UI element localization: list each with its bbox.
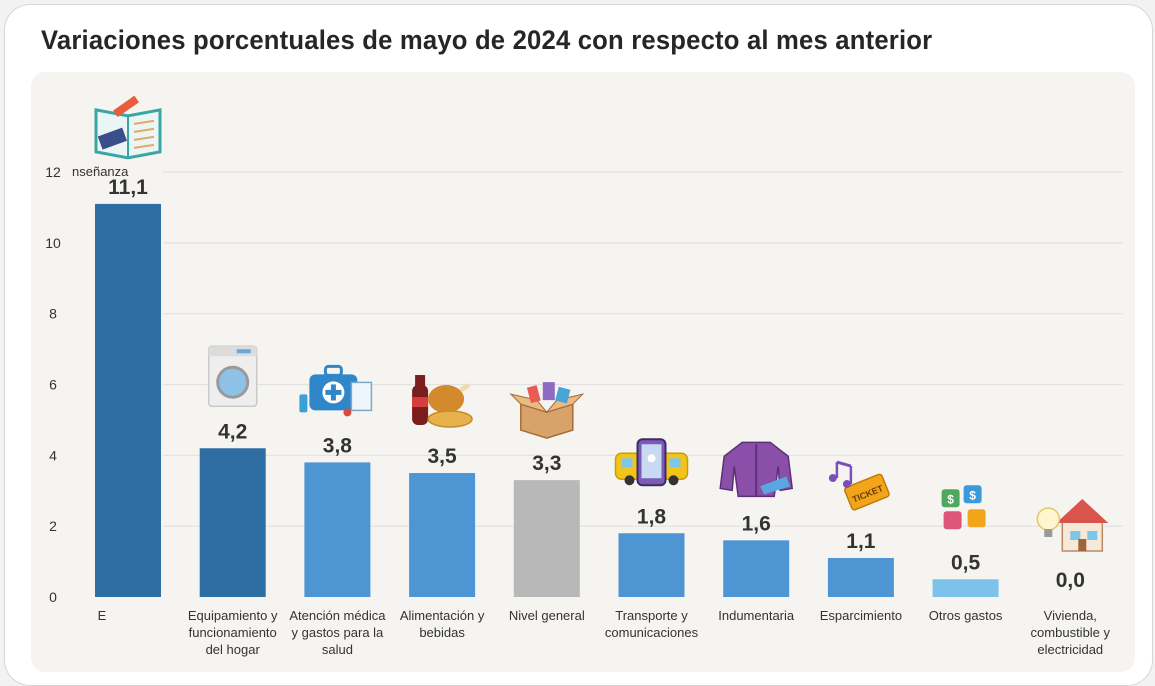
bar xyxy=(723,540,790,597)
bar xyxy=(95,203,161,597)
category-label: y gastos para la xyxy=(292,625,385,640)
y-tick-label: 6 xyxy=(49,377,57,393)
category-label: comunicaciones xyxy=(605,625,699,640)
chart-panel: 0 2 4 6 8 10 12 11,1 E 4,2 Equipamiento y funcionam… xyxy=(31,72,1135,672)
category-label: Otros gastos xyxy=(929,608,1003,623)
annotation-label: nseñanza xyxy=(72,164,129,179)
category-label: Esparcimiento xyxy=(820,608,902,623)
goods-box-icon xyxy=(509,382,585,439)
svg-text:$: $ xyxy=(969,488,976,502)
house-bulb-icon xyxy=(1036,499,1109,552)
category-label: bebidas xyxy=(419,625,465,640)
bar xyxy=(618,533,685,597)
book-icon xyxy=(94,95,162,160)
bar xyxy=(513,480,580,597)
value-label: 11,1 xyxy=(108,176,148,199)
phone-bus-icon xyxy=(614,438,689,487)
category-label: Vivienda, xyxy=(1044,608,1097,623)
value-label: 0,0 xyxy=(1056,569,1085,592)
food-drink-icon xyxy=(412,375,473,428)
bar xyxy=(827,558,894,597)
category-label: Alimentación y xyxy=(400,608,485,623)
y-tick-label: 10 xyxy=(45,235,61,251)
puzzle-money-icon: $ $ xyxy=(941,485,986,530)
y-tick-label: 4 xyxy=(49,447,57,463)
svg-text:$: $ xyxy=(947,492,954,506)
bar-chart: 0 2 4 6 8 10 12 11,1 E 4,2 Equipamiento y funcionam… xyxy=(45,95,1123,657)
category-label: funcionamiento xyxy=(189,625,277,640)
y-tick-label: 2 xyxy=(49,518,57,534)
bar xyxy=(409,473,476,597)
jacket-icon xyxy=(719,441,794,498)
category-label: Indumentaria xyxy=(718,608,795,623)
bar xyxy=(932,579,999,597)
category-label: Transporte y xyxy=(615,608,688,623)
category-label: Atención médica xyxy=(289,608,386,623)
value-label: 3,8 xyxy=(323,434,353,457)
y-tick-label: 8 xyxy=(49,306,57,322)
category-label: Equipamiento y xyxy=(188,608,278,623)
value-label: 1,1 xyxy=(846,530,876,553)
washing-machine-icon xyxy=(207,345,258,407)
medical-kit-icon xyxy=(299,364,373,417)
value-label: 4,2 xyxy=(218,420,247,443)
chart-title: Variaciones porcentuales de mayo de 2024… xyxy=(41,25,933,55)
music-ticket-icon: TICKET xyxy=(828,460,890,511)
value-label: 0,5 xyxy=(951,551,981,574)
bar xyxy=(199,448,266,597)
value-label: 3,3 xyxy=(532,452,561,475)
chart-card: Variaciones porcentuales de mayo de 2024… xyxy=(4,4,1153,686)
bar xyxy=(304,462,371,597)
category-label: combustible y xyxy=(1031,625,1111,640)
value-label: 1,8 xyxy=(637,505,667,528)
value-label: 1,6 xyxy=(742,512,771,535)
y-tick-label: 0 xyxy=(49,589,57,605)
category-label: Nivel general xyxy=(509,608,585,623)
category-label: E xyxy=(98,608,107,623)
value-label: 3,5 xyxy=(427,445,457,468)
y-tick-label: 12 xyxy=(45,164,61,180)
